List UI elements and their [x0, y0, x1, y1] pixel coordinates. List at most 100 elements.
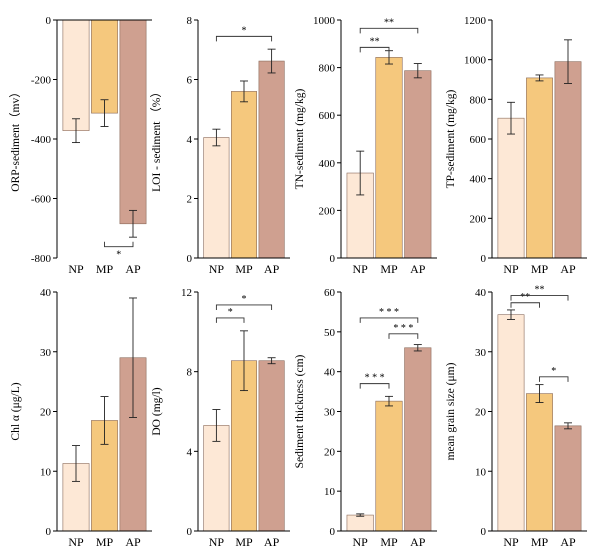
bracket-line — [359, 383, 390, 389]
y-tick-label: 200 — [470, 213, 487, 225]
error-bar-ap — [564, 422, 572, 430]
significance-bracket — [215, 35, 273, 42]
bracket-line — [359, 317, 419, 323]
y-tick-label: 600 — [470, 134, 487, 146]
y-tick-label: 1000 — [313, 15, 336, 27]
y-tick-label: -600 — [31, 194, 52, 206]
error-bar-ap — [413, 344, 422, 352]
bar-mp — [91, 19, 118, 114]
x-category-label: AP — [560, 535, 576, 549]
y-tick-label: 8 — [187, 367, 193, 379]
significance-label: * — [228, 307, 233, 318]
x-category-label: MP — [96, 535, 114, 549]
significance-label: ** — [384, 17, 394, 28]
bracket-line — [215, 304, 273, 310]
significance-bracket — [104, 241, 134, 248]
bar-ap — [404, 347, 432, 532]
error-bar-np — [72, 445, 80, 482]
error-bar-np — [507, 101, 515, 135]
x-category-label: NP — [353, 535, 369, 549]
error-bar-np — [356, 513, 365, 517]
error-bar-mp — [535, 384, 544, 403]
y-tick-label: 40 — [475, 287, 487, 299]
y-tick-label: 20 — [475, 407, 487, 419]
y-tick-label: 0 — [481, 526, 487, 538]
bracket-line — [388, 333, 419, 339]
y-tick-label: 0 — [46, 526, 52, 538]
x-category-label: AP — [125, 535, 141, 549]
bracket-line — [359, 27, 419, 34]
bar-ap — [404, 70, 432, 259]
y-tick-label: 10 — [475, 466, 487, 478]
x-category-label: MP — [96, 262, 114, 276]
y-tick-label: 40 — [324, 367, 336, 379]
bracket-line — [510, 302, 540, 308]
bar-mp — [526, 393, 553, 532]
y-tick-label: 20 — [324, 446, 336, 458]
y-axis-title: TN-sediment (mg/kg) — [294, 89, 306, 190]
significance-bracket — [215, 317, 245, 323]
chart-panel-1: 0 -200 -400 -600 -800 NP MP AP ORP-sediment（mv） * — [9, 15, 152, 276]
x-category-label: MP — [235, 262, 253, 276]
x-category-label: AP — [410, 535, 426, 549]
bar-mp — [526, 77, 553, 259]
error-bar-mp — [100, 99, 109, 127]
error-bar-ap — [129, 297, 137, 418]
error-bar-np — [212, 128, 221, 147]
y-tick-label: 30 — [475, 347, 487, 359]
y-tick-label: 4 — [187, 446, 193, 458]
chart-panel-4: 0 200 400 600 800 1000 1200 NP MP AP TP-sediment (… — [445, 15, 587, 276]
significance-bracket — [359, 46, 390, 53]
y-tick-label: 0 — [330, 253, 336, 265]
y-tick-label: 10 — [324, 486, 336, 498]
error-bar-mp — [535, 74, 544, 82]
chart-panel-5: 0 10 20 30 40 NP MP AP Chl α (μg/L) — [10, 287, 152, 549]
x-category-label: MP — [380, 262, 398, 276]
y-tick-label: -400 — [31, 134, 52, 146]
y-axis-title: Sediment thickness (cm) — [294, 354, 306, 468]
y-tick-label: 800 — [319, 63, 336, 75]
x-category-label: MP — [235, 535, 253, 549]
x-category-label: AP — [560, 262, 576, 276]
significance-bracket — [359, 27, 419, 34]
y-tick-label: 200 — [319, 205, 336, 217]
y-tick-label: 0 — [330, 526, 336, 538]
chart-panel-2: 0 2 4 6 8 NP MP AP LOI - sediment （%） * — [150, 15, 290, 276]
significance-label: * * * — [379, 307, 399, 318]
bar-ap — [258, 360, 285, 532]
y-tick-label: -200 — [31, 75, 52, 87]
x-category-label: MP — [531, 262, 549, 276]
y-tick-label: 30 — [324, 407, 336, 419]
chart-panel-6: 0 4 8 12 NP MP AP DO (mg/l) * * — [151, 287, 290, 549]
y-tick-label: 60 — [324, 287, 336, 299]
bar-np — [497, 314, 525, 532]
x-category-label: MP — [380, 535, 398, 549]
significance-label: * — [242, 294, 247, 305]
x-category-label: NP — [68, 262, 84, 276]
y-tick-label: 800 — [470, 94, 487, 106]
bracket-line — [510, 295, 569, 301]
error-bar-mp — [240, 80, 248, 103]
significance-label: * — [242, 25, 247, 36]
error-bar-np — [356, 150, 365, 196]
x-category-label: NP — [353, 262, 369, 276]
significance-bracket — [510, 295, 569, 301]
x-category-label: AP — [410, 262, 426, 276]
x-category-label: AP — [264, 262, 280, 276]
x-category-label: NP — [68, 535, 84, 549]
significance-label: * * * — [365, 373, 385, 384]
y-tick-label: 0 — [46, 15, 52, 27]
significance-bracket — [215, 304, 273, 310]
y-axis-title: mean grain size (μm) — [445, 362, 457, 460]
y-tick-label: 20 — [40, 407, 52, 419]
significance-label: ** — [535, 285, 545, 296]
error-bar-mp — [385, 395, 393, 407]
error-bar-mp — [240, 330, 248, 392]
bracket-line — [539, 376, 569, 382]
y-tick-label: 400 — [470, 174, 487, 186]
y-axis-title: LOI - sediment （%） — [150, 86, 163, 192]
y-axis-title: TP-sediment (mg/kg) — [445, 89, 457, 188]
significance-bracket — [359, 317, 419, 323]
